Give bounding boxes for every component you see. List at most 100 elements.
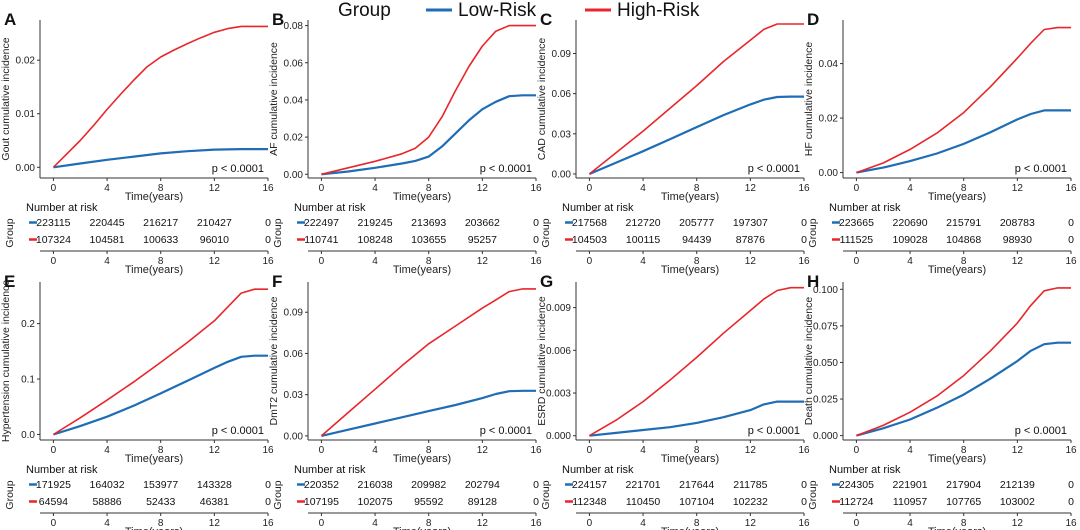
risk-table-title-c: Number at risk — [562, 202, 634, 214]
y-tick-label-b: 0.06 — [284, 58, 304, 69]
risk-count-g: 102232 — [733, 496, 768, 508]
y-tick-label-g: 0.003 — [546, 389, 571, 400]
risk-tick-label-a: 16 — [262, 256, 274, 267]
risk-count-g: 110450 — [626, 496, 660, 508]
x-tick-label-e: 4 — [104, 445, 110, 456]
risk-count-c: 87876 — [736, 234, 765, 246]
risk-axis-label-h: Time(years) — [928, 526, 986, 530]
y-tick-label-d: 0.02 — [819, 114, 839, 125]
risk-tick-label-g: 12 — [745, 518, 757, 529]
risk-tick-label-a: 12 — [209, 256, 221, 267]
risk-count-d: 98930 — [1003, 234, 1032, 246]
risk-count-c: 94439 — [682, 234, 711, 246]
p-value-h: p < 0.0001 — [1015, 425, 1067, 437]
risk-count-a: 223115 — [36, 217, 70, 229]
risk-tick-label-h: 8 — [961, 518, 967, 529]
risk-count-d: 215791 — [946, 217, 981, 229]
x-tick-label-b: 8 — [426, 183, 432, 194]
panel-label-f: F — [272, 272, 282, 291]
risk-tick-label-d: 8 — [961, 256, 967, 267]
x-axis-label-d: Time(years) — [928, 191, 986, 203]
risk-count-b: 0 — [533, 217, 539, 229]
risk-count-c: 0 — [801, 234, 807, 246]
y-tick-label-h: 0.075 — [813, 321, 838, 332]
x-tick-label-a: 8 — [158, 183, 164, 194]
risk-count-f: 209982 — [411, 479, 446, 491]
risk-count-g: 107104 — [679, 496, 714, 508]
risk-count-g: 224157 — [572, 479, 607, 491]
panel-label-a: A — [4, 10, 16, 29]
risk-count-b: 219245 — [358, 217, 393, 229]
series-line-low-risk-h — [856, 341, 1071, 437]
risk-count-h: 224305 — [839, 479, 874, 491]
x-tick-label-a: 0 — [51, 183, 57, 194]
risk-group-label-f: Group — [272, 480, 284, 509]
risk-count-c: 104503 — [572, 234, 607, 246]
risk-group-label-a: Group — [4, 218, 16, 247]
risk-count-e: 64594 — [39, 496, 68, 508]
risk-count-h: 212139 — [1000, 479, 1035, 491]
risk-tick-label-g: 0 — [587, 518, 593, 529]
risk-tick-label-h: 12 — [1012, 518, 1024, 529]
x-tick-label-h: 16 — [1065, 445, 1077, 456]
risk-group-label-h: Group — [807, 480, 819, 509]
risk-count-f: 0 — [533, 496, 539, 508]
y-tick-label-h: 0.025 — [813, 395, 838, 406]
p-value-g: p < 0.0001 — [748, 425, 800, 437]
risk-count-b: 110741 — [304, 234, 338, 246]
risk-tick-label-a: 4 — [104, 256, 110, 267]
legend: Group Low-Risk High-Risk — [338, 0, 700, 21]
risk-count-b: 0 — [533, 234, 539, 246]
risk-count-g: 221701 — [626, 479, 661, 491]
y-tick-label-f: 0.03 — [284, 390, 304, 401]
risk-tick-label-h: 4 — [907, 518, 913, 529]
y-tick-label-b: 0.04 — [284, 95, 304, 106]
risk-count-h: 217904 — [946, 479, 981, 491]
y-tick-label-b: 0.08 — [284, 21, 304, 32]
x-tick-label-c: 12 — [745, 183, 757, 194]
x-tick-label-a: 4 — [104, 183, 110, 194]
series-line-low-risk-c — [588, 95, 804, 176]
risk-count-h: 107765 — [946, 496, 981, 508]
y-tick-label-h: 0.050 — [813, 358, 838, 369]
y-tick-label-a: 0.02 — [16, 56, 36, 67]
x-tick-label-e: 8 — [158, 445, 164, 456]
risk-count-f: 216038 — [358, 479, 393, 491]
risk-tick-label-f: 0 — [319, 518, 325, 529]
risk-tick-label-a: 0 — [51, 256, 57, 267]
risk-tick-label-d: 12 — [1012, 256, 1024, 267]
risk-table-title-h: Number at risk — [829, 464, 901, 476]
p-value-d: p < 0.0001 — [1015, 163, 1067, 175]
risk-count-d: 111525 — [840, 234, 874, 246]
x-tick-label-h: 4 — [907, 445, 913, 456]
panel-d: D 0.00 0.02 0.04 0 4 8 12 16 Time(years) HF cumula… — [803, 10, 1077, 276]
risk-count-a: 100633 — [143, 234, 178, 246]
x-tick-label-h: 8 — [961, 445, 967, 456]
p-value-c: p < 0.0001 — [748, 163, 800, 175]
risk-count-f: 0 — [533, 479, 539, 491]
risk-tick-label-c: 8 — [694, 256, 700, 267]
y-tick-label-f: 0.00 — [284, 431, 304, 442]
risk-count-b: 108248 — [358, 234, 393, 246]
legend-title: Group — [338, 0, 391, 21]
risk-count-d: 0 — [1068, 217, 1074, 229]
panel-c: C 0.00 0.03 0.06 0.09 0 4 8 12 16 Time(years) CAD c… — [536, 10, 810, 276]
x-tick-label-f: 12 — [477, 445, 489, 456]
panel-f: F 0.00 0.03 0.06 0.09 0 4 8 12 16 Time(years) DmT2 … — [268, 272, 542, 530]
risk-count-g: 0 — [801, 479, 807, 491]
risk-count-e: 52433 — [146, 496, 175, 508]
panel-b: B 0.00 0.02 0.04 0.06 0.08 0 4 8 12 16 Time(years) A… — [268, 10, 542, 276]
series-line-high-risk-e — [52, 288, 268, 436]
series-line-high-risk-f — [320, 288, 536, 437]
risk-tick-label-e: 16 — [262, 518, 274, 529]
y-tick-label-e: 0.1 — [21, 375, 35, 386]
series-line-high-risk-a — [52, 25, 268, 168]
risk-tick-label-d: 4 — [907, 256, 913, 267]
x-tick-label-g: 4 — [640, 445, 646, 456]
x-tick-label-d: 16 — [1065, 183, 1077, 194]
x-tick-label-c: 4 — [640, 183, 646, 194]
risk-count-f: 89128 — [468, 496, 497, 508]
p-value-f: p < 0.0001 — [480, 425, 532, 437]
